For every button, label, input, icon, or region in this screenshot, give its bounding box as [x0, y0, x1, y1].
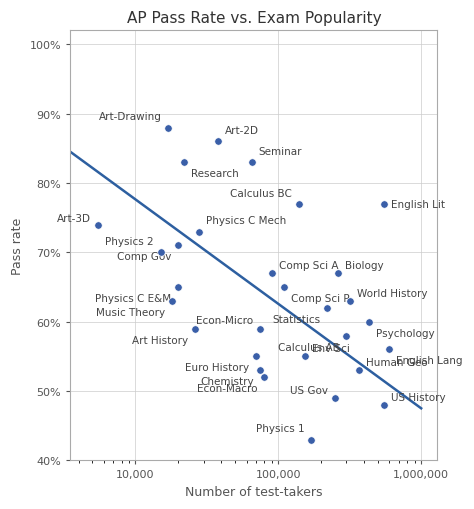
Point: [164, 124, 172, 132]
Text: Env Sci: Env Sci: [312, 343, 350, 353]
Point: [380, 401, 388, 409]
Text: Art-3D: Art-3D: [57, 213, 91, 223]
Text: Euro History: Euro History: [185, 363, 249, 373]
Text: Econ-Micro: Econ-Micro: [196, 316, 254, 326]
Text: Comp Sci A: Comp Sci A: [279, 260, 338, 270]
Text: Biology: Biology: [345, 260, 383, 270]
Text: Human Geo: Human Geo: [366, 357, 428, 367]
Point: [256, 325, 264, 333]
Text: Research: Research: [191, 169, 239, 179]
Point: [331, 394, 339, 402]
Point: [380, 201, 388, 209]
Text: World History: World History: [357, 288, 428, 298]
Point: [295, 201, 303, 209]
Text: Statistics: Statistics: [272, 314, 320, 324]
Text: Physics 2: Physics 2: [105, 237, 154, 247]
Point: [191, 325, 199, 333]
Point: [256, 366, 264, 375]
Text: Seminar: Seminar: [258, 147, 302, 157]
Text: Comp Gov: Comp Gov: [117, 252, 172, 262]
Point: [365, 318, 373, 326]
Point: [174, 242, 182, 250]
Text: Calculus BC: Calculus BC: [230, 188, 292, 199]
Text: Physics C Mech: Physics C Mech: [206, 216, 286, 226]
Y-axis label: Pass rate: Pass rate: [11, 217, 24, 274]
Point: [157, 249, 164, 257]
Point: [168, 297, 176, 305]
Point: [248, 159, 255, 167]
X-axis label: Number of test-takers: Number of test-takers: [185, 485, 323, 498]
Point: [281, 284, 288, 292]
Point: [356, 366, 363, 375]
Title: AP Pass Rate vs. Exam Popularity: AP Pass Rate vs. Exam Popularity: [127, 11, 381, 26]
Point: [252, 353, 260, 361]
Text: Physics C E&M: Physics C E&M: [95, 294, 172, 303]
Text: Art-Drawing: Art-Drawing: [99, 112, 162, 122]
Point: [302, 353, 310, 361]
Point: [174, 284, 182, 292]
Point: [268, 269, 275, 277]
Point: [343, 332, 350, 340]
Point: [215, 138, 222, 146]
Text: Art History: Art History: [132, 335, 188, 345]
Text: Physics 1: Physics 1: [255, 423, 304, 434]
Text: US History: US History: [391, 392, 446, 402]
Text: Art-2D: Art-2D: [225, 126, 259, 136]
Text: Comp Sci P: Comp Sci P: [291, 294, 350, 303]
Text: Chemistry: Chemistry: [200, 377, 254, 386]
Point: [261, 373, 268, 381]
Point: [346, 297, 354, 305]
Point: [196, 228, 203, 236]
Text: English Lang: English Lang: [396, 356, 463, 366]
Point: [323, 304, 331, 312]
Point: [334, 269, 341, 277]
Text: Psychology: Psychology: [376, 328, 434, 338]
Text: Econ-Macro: Econ-Macro: [197, 383, 257, 393]
Point: [181, 159, 188, 167]
Point: [308, 436, 315, 444]
Text: Music Theory: Music Theory: [96, 307, 165, 317]
Text: US Gov: US Gov: [290, 385, 328, 395]
Text: English Lit: English Lit: [391, 200, 445, 209]
Point: [386, 346, 393, 354]
Point: [95, 221, 102, 229]
Text: Calculus AB: Calculus AB: [278, 342, 339, 352]
